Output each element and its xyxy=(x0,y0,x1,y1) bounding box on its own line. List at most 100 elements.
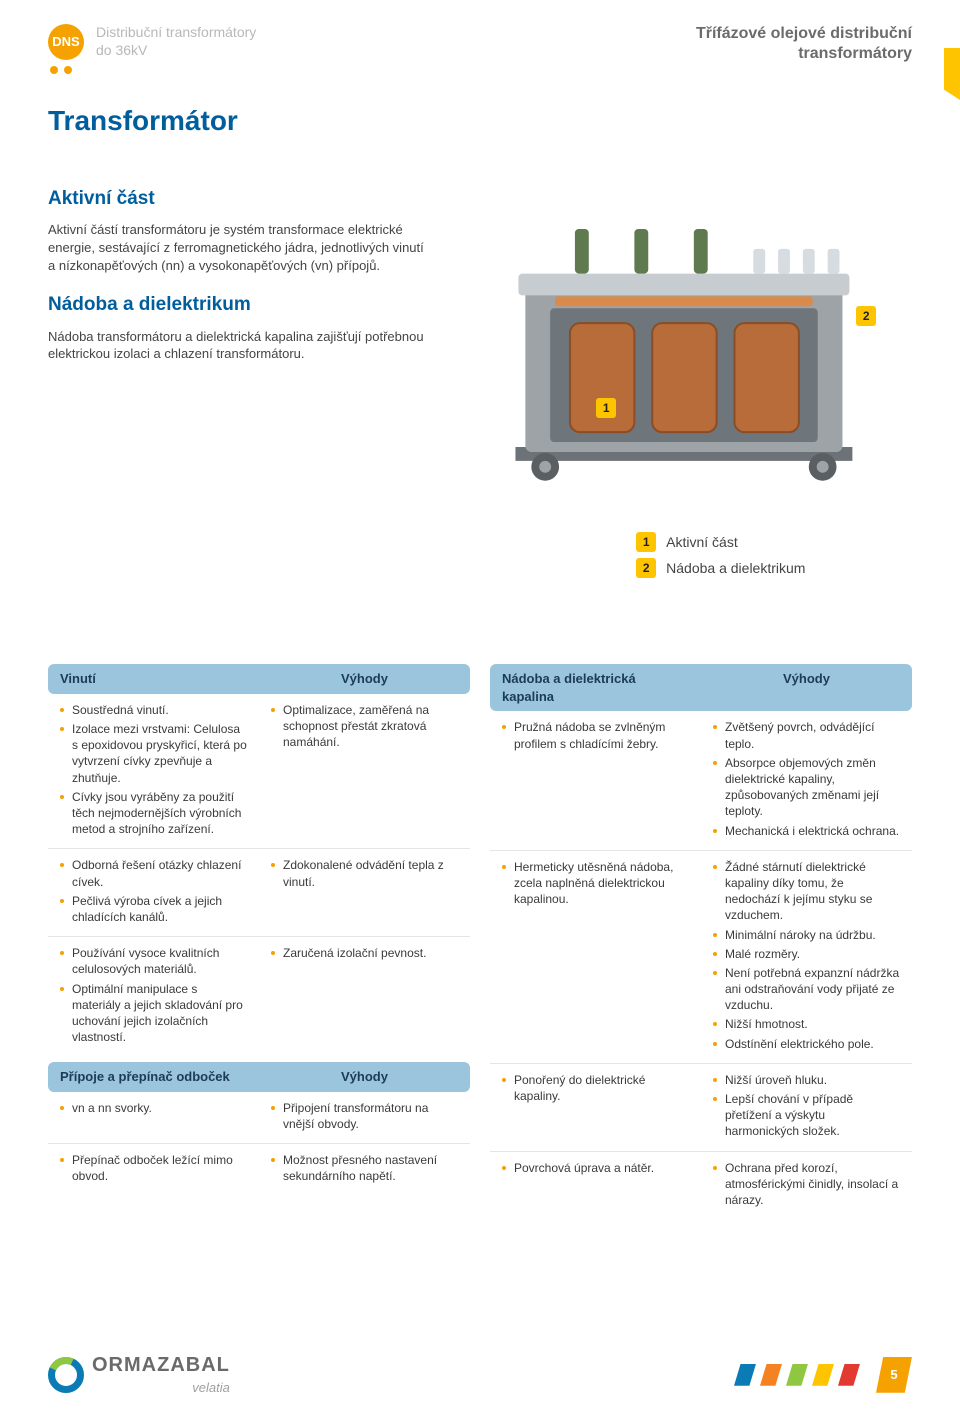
page-header: DNS Distribuční transformátory do 36kV T… xyxy=(48,24,912,74)
table-row: Přepínač odboček ležící mimo obvod. Možno… xyxy=(48,1144,470,1195)
table-head-right: Výhody xyxy=(701,664,912,711)
dot-icon xyxy=(50,66,58,74)
table-cell-left: Soustředná vinutí. Izolace mezi vrstvami:… xyxy=(48,694,259,849)
transformer-figure: 1 2 1 Aktivní část 2 Nádoba a dielektrik… xyxy=(456,168,912,585)
list-item: Možnost přesného nastavení sekundárního … xyxy=(271,1152,458,1184)
table-cell-left: Odborná řešení otázky chlazení cívek. Peč… xyxy=(48,849,259,936)
table-cell-right: Zaručená izolační pevnost. xyxy=(259,937,470,1056)
list-item: Žádné stárnutí dielektrické kapaliny dík… xyxy=(713,859,900,924)
pager-shape-icon xyxy=(838,1364,860,1386)
list-item: Hermeticky utěsněná nádoba, zcela naplně… xyxy=(502,859,689,908)
table-row: vn a nn svorky. Připojení transformátoru … xyxy=(48,1092,470,1144)
table-row: Používání vysoce kvalitních celulosových… xyxy=(48,937,470,1056)
section2-text: Nádoba transformátoru a dielektrická kap… xyxy=(48,328,428,363)
page-footer: ORMAZABAL velatia 5 xyxy=(48,1352,960,1397)
table-row: Povrchová úprava a nátěr. Ochrana před ko… xyxy=(490,1152,912,1220)
list-item: Odborná řešení otázky chlazení cívek. xyxy=(60,857,247,889)
legend-badge-2: 2 xyxy=(636,558,656,578)
table-block: VinutíVýhody Soustředná vinutí. Izolace me… xyxy=(48,664,470,1056)
logo-name: ORMAZABAL xyxy=(92,1352,230,1379)
figure-legend: 1 Aktivní část 2 Nádoba a dielektrikum xyxy=(636,532,912,578)
list-item: Optimalizace, zaměřená na schopnost přes… xyxy=(271,702,458,751)
legend-label-2: Nádoba a dielektrikum xyxy=(666,559,805,578)
pager-shapes xyxy=(734,1364,860,1386)
list-item: Odstínění elektrického pole. xyxy=(713,1036,900,1052)
table-head-right: Výhody xyxy=(259,1062,470,1092)
section1-text: Aktivní částí transformátoru je systém t… xyxy=(48,221,428,274)
page-edge-tab xyxy=(944,48,960,100)
table-cell-left: vn a nn svorky. xyxy=(48,1092,259,1143)
tables-right-column: Nádoba a dielektrická kapalinaVýhody Pruž… xyxy=(490,664,912,1219)
list-item: Používání vysoce kvalitních celulosových… xyxy=(60,945,247,977)
table-cell-right: Připojení transformátoru na vnější obvod… xyxy=(259,1092,470,1143)
list-item: Přepínač odboček ležící mimo obvod. xyxy=(60,1152,247,1184)
pager-shape-icon xyxy=(786,1364,808,1386)
table-row: Odborná řešení otázky chlazení cívek. Peč… xyxy=(48,849,470,937)
table-cell-right: Žádné stárnutí dielektrické kapaliny dík… xyxy=(701,851,912,1063)
table-cell-right: Možnost přesného nastavení sekundárního … xyxy=(259,1144,470,1195)
list-item: Zaručená izolační pevnost. xyxy=(271,945,458,961)
list-item: Absorpce objemových změn dielektrické ka… xyxy=(713,755,900,820)
figure-callout-1: 1 xyxy=(596,398,616,418)
list-item: Pečlivá výroba cívek a jejich chladících… xyxy=(60,893,247,925)
logo-o-icon xyxy=(48,1357,84,1393)
page-number: 5 xyxy=(876,1357,912,1393)
table-head-left: Nádoba a dielektrická kapalina xyxy=(490,664,701,711)
table-cell-left: Pružná nádoba se zvlněným profilem s chl… xyxy=(490,711,701,849)
table-row: Pružná nádoba se zvlněným profilem s chl… xyxy=(490,711,912,850)
list-item: Lepší chování v případě přetížení a výsk… xyxy=(713,1091,900,1140)
table-cell-right: Optimalizace, zaměřená na schopnost přes… xyxy=(259,694,470,849)
breadcrumb-line2: do 36kV xyxy=(96,42,256,60)
table-head: VinutíVýhody xyxy=(48,664,470,694)
list-item: Soustředná vinutí. xyxy=(60,702,247,718)
list-item: Není potřebná expanzní nádržka ani odstr… xyxy=(713,965,900,1014)
list-item: Pružná nádoba se zvlněným profilem s chl… xyxy=(502,719,689,751)
list-item: Povrchová úprava a nátěr. xyxy=(502,1160,689,1176)
table-cell-left: Používání vysoce kvalitních celulosových… xyxy=(48,937,259,1056)
list-item: Nižší hmotnost. xyxy=(713,1016,900,1032)
pager-shape-icon xyxy=(760,1364,782,1386)
table-cell-left: Povrchová úprava a nátěr. xyxy=(490,1152,701,1220)
table-block: Přípoje a přepínač odbočekVýhodyvn a nn … xyxy=(48,1062,470,1195)
tables-container: VinutíVýhodySoustředná vinutí.Izolace me… xyxy=(48,664,912,1219)
dns-badge: DNS xyxy=(48,24,84,60)
dot-icon xyxy=(64,66,72,74)
list-item: Izolace mezi vrstvami: Celulosa s epoxid… xyxy=(60,721,247,786)
table-cell-right: Zdokonalené odvádění tepla z vinutí. xyxy=(259,849,470,936)
footer-right: 5 xyxy=(734,1357,912,1393)
logo-sub: velatia xyxy=(92,1379,230,1397)
list-item: Zdokonalené odvádění tepla z vinutí. xyxy=(271,857,458,889)
list-item: Optimální manipulace s materiály a jejic… xyxy=(60,981,247,1046)
table-block: Nádoba a dielektrická kapalinaVýhody Pruž… xyxy=(490,664,912,1219)
figure-callout-2: 2 xyxy=(856,306,876,326)
pager-shape-icon xyxy=(812,1364,834,1386)
header-left: DNS Distribuční transformátory do 36kV xyxy=(48,24,256,74)
list-item: Minimální nároky na údržbu. xyxy=(713,927,900,943)
header-dots xyxy=(50,66,256,74)
table-cell-right: Zvětšený povrch, odvádějící teplo. Absorp… xyxy=(701,711,912,849)
legend-row: 2 Nádoba a dielektrikum xyxy=(636,558,912,578)
table-row: Hermeticky utěsněná nádoba, zcela naplně… xyxy=(490,851,912,1064)
header-right: Třífázové olejové distribuční transformá… xyxy=(696,24,912,64)
list-item: Cívky jsou vyráběny za použití těch nejm… xyxy=(60,789,247,838)
table-cell-right: Nižší úroveň hluku. Lepší chování v přípa… xyxy=(701,1064,912,1151)
table-head: Přípoje a přepínač odbočekVýhody xyxy=(48,1062,470,1092)
legend-row: 1 Aktivní část xyxy=(636,532,912,552)
intro-text-column: Aktivní část Aktivní částí transformátor… xyxy=(48,168,428,585)
section1-heading: Aktivní část xyxy=(48,186,428,212)
list-item: vn a nn svorky. xyxy=(60,1100,247,1116)
header-right-line1: Třífázové olejové distribuční xyxy=(696,24,912,44)
table-cell-left: Přepínač odboček ležící mimo obvod. xyxy=(48,1144,259,1195)
table-row: Ponořený do dielektrické kapaliny.Nižší … xyxy=(490,1064,912,1152)
pager-shape-icon xyxy=(734,1364,756,1386)
list-item: Zvětšený povrch, odvádějící teplo. xyxy=(713,719,900,751)
table-head-left: Vinutí xyxy=(48,664,259,694)
legend-label-1: Aktivní část xyxy=(666,533,738,552)
legend-badge-1: 1 xyxy=(636,532,656,552)
list-item: Připojení transformátoru na vnější obvod… xyxy=(271,1100,458,1132)
header-right-line2: transformátory xyxy=(696,44,912,64)
table-cell-right: Ochrana před korozí, atmosférickými čini… xyxy=(701,1152,912,1220)
list-item: Nižší úroveň hluku. xyxy=(713,1072,900,1088)
transformer-illustration xyxy=(456,168,912,508)
section2-heading: Nádoba a dielektrikum xyxy=(48,292,428,318)
